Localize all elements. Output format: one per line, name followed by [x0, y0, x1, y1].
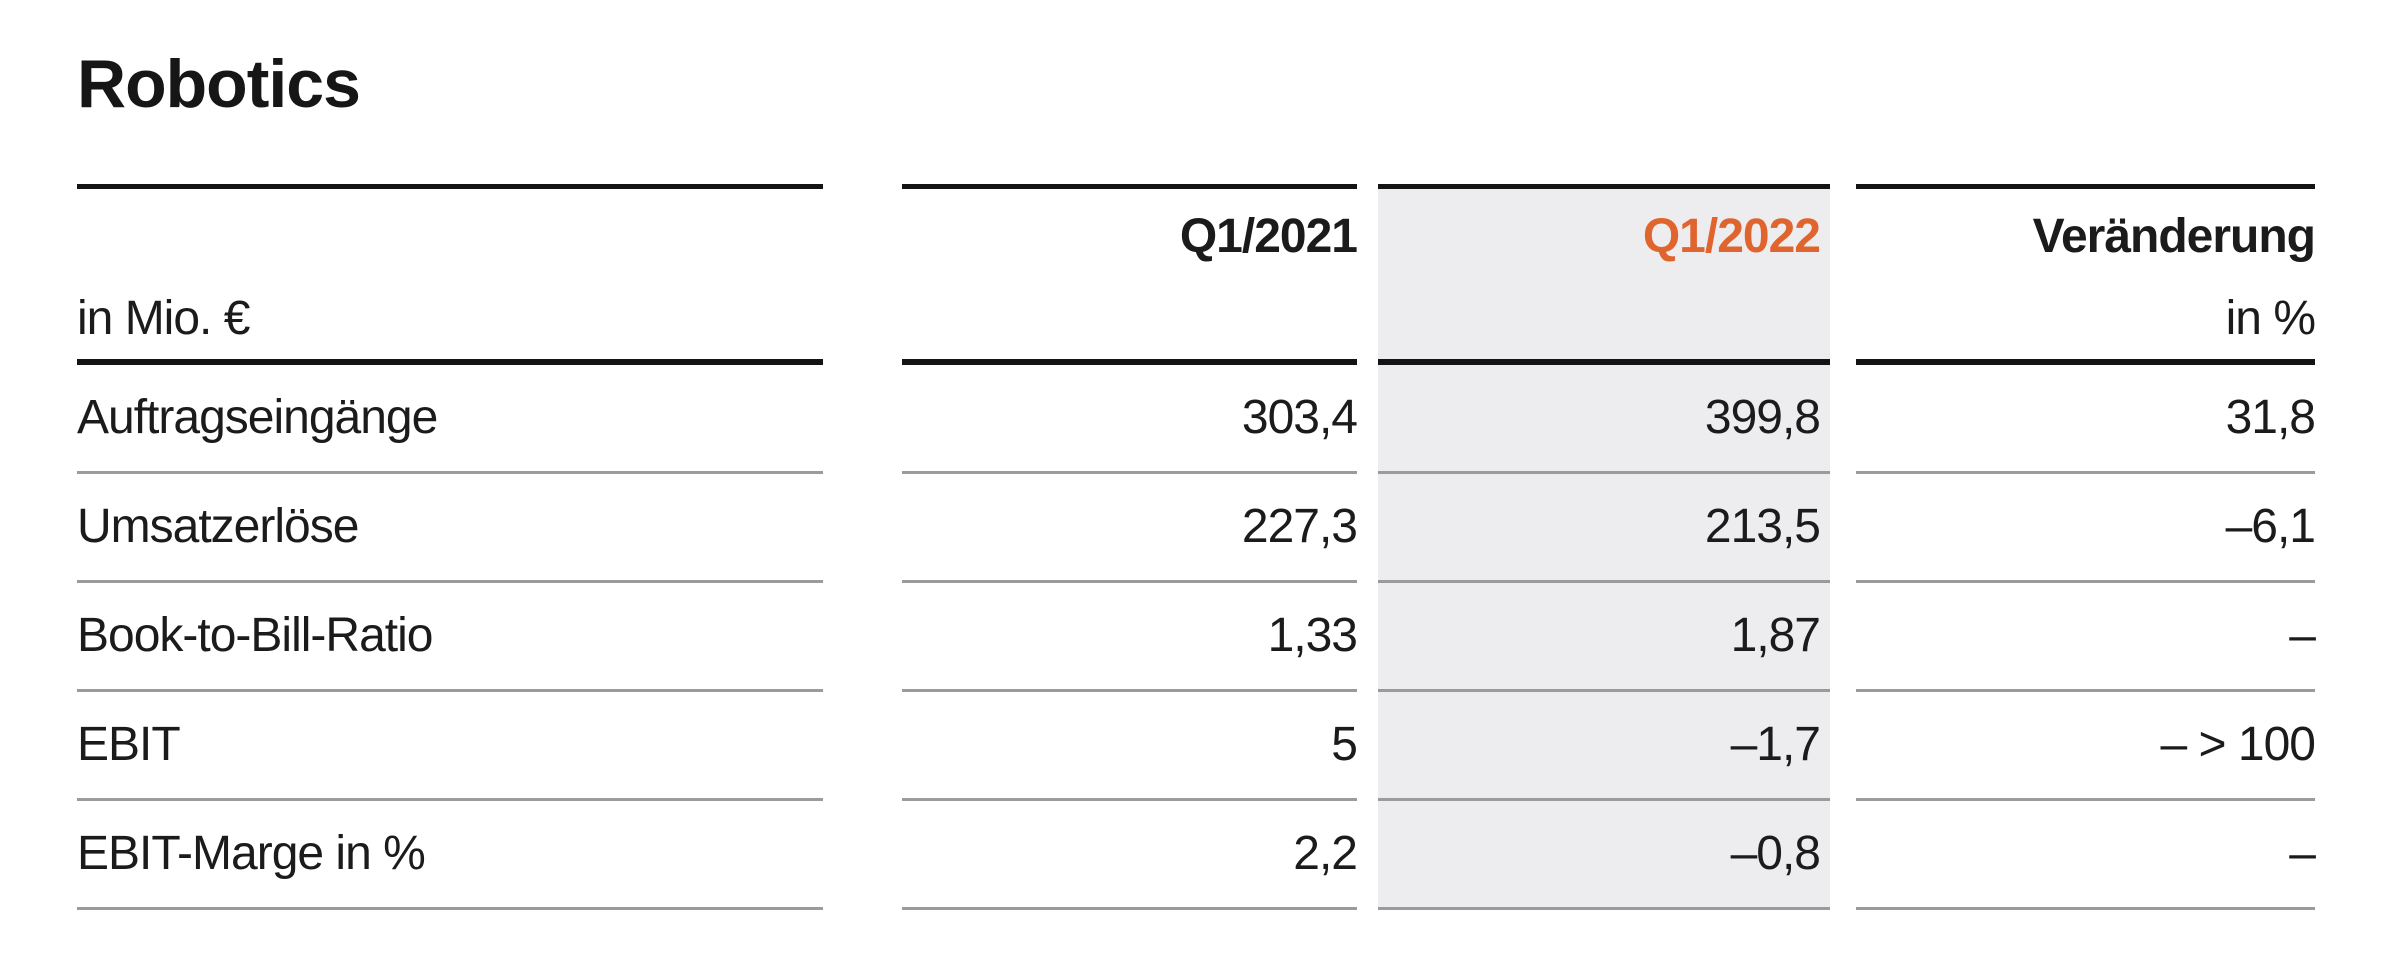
table-header-row: in Mio. € Q1/2021 Q1/2022 Veränderung in… — [77, 184, 2316, 365]
value-q1-2022: 213,5 — [1378, 474, 1830, 583]
column-header-change-line1: Veränderung — [2032, 210, 2316, 263]
value-change: – — [1856, 801, 2316, 910]
value-change: – > 100 — [1856, 692, 2316, 801]
value-q1-2022: 399,8 — [1378, 365, 1830, 474]
value-q1-2021: 1,33 — [902, 583, 1358, 692]
table-row: Auftragseingänge 303,4 399,8 31,8 — [77, 365, 2316, 474]
column-header-q1-2021-text: Q1/2021 — [1179, 210, 1358, 263]
value-q1-2021: 227,3 — [902, 474, 1358, 583]
value-q1-2022: –1,7 — [1378, 692, 1830, 801]
page-title: Robotics — [77, 46, 361, 122]
column-header-q1-2021: Q1/2021 — [902, 184, 1358, 365]
table-row: EBIT-Marge in % 2,2 –0,8 – — [77, 801, 2316, 910]
column-header-q1-2022: Q1/2022 — [1378, 184, 1830, 365]
column-header-change: Veränderung in % — [1856, 184, 2316, 365]
value-change: – — [1856, 583, 2316, 692]
value-q1-2022: –0,8 — [1378, 801, 1830, 910]
value-change: 31,8 — [1856, 365, 2316, 474]
row-label: Auftragseingänge — [77, 365, 823, 474]
value-q1-2022: 1,87 — [1378, 583, 1830, 692]
column-header-q1-2022-text: Q1/2022 — [1642, 210, 1821, 263]
unit-label: in Mio. € — [77, 184, 823, 365]
row-label: Umsatzerlöse — [77, 474, 823, 583]
report-page: Robotics in Mio. € Q1/2021 Q1/2022 Verän… — [0, 46, 2400, 960]
row-label: Book-to-Bill-Ratio — [77, 583, 823, 692]
value-q1-2021: 5 — [902, 692, 1358, 801]
financial-table: in Mio. € Q1/2021 Q1/2022 Veränderung in… — [77, 184, 2316, 910]
table-row: Book-to-Bill-Ratio 1,33 1,87 – — [77, 583, 2316, 692]
table-row: Umsatzerlöse 227,3 213,5 –6,1 — [77, 474, 2316, 583]
column-header-change-line2: in % — [2225, 292, 2316, 345]
row-label: EBIT — [77, 692, 823, 801]
value-q1-2021: 303,4 — [902, 365, 1358, 474]
row-label: EBIT-Marge in % — [77, 801, 823, 910]
value-q1-2021: 2,2 — [902, 801, 1358, 910]
value-change: –6,1 — [1856, 474, 2316, 583]
unit-label-text: in Mio. € — [77, 292, 250, 345]
table-row: EBIT 5 –1,7 – > 100 — [77, 692, 2316, 801]
